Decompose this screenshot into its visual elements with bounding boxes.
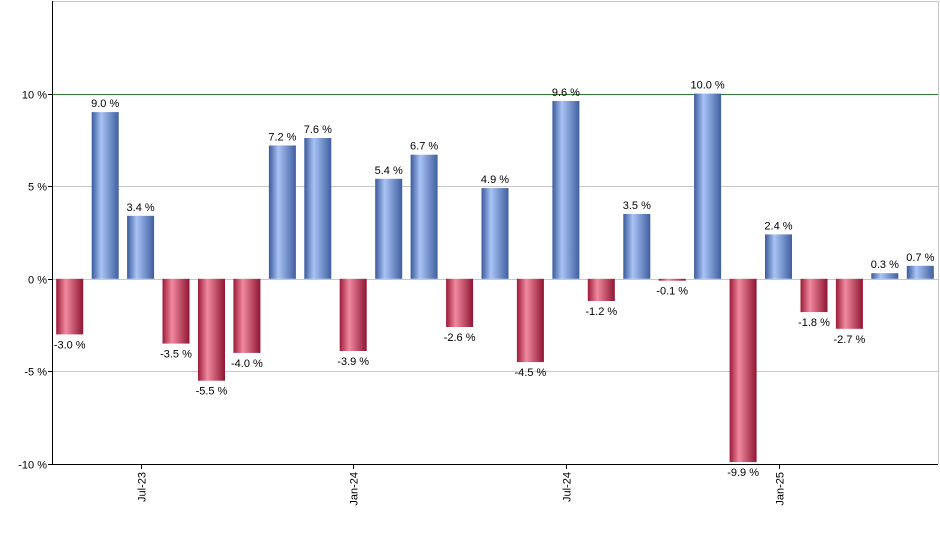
y-tick-label: 0 % [28, 275, 47, 287]
bar [198, 278, 225, 381]
data-label: -0.1 % [656, 286, 688, 298]
bar [481, 188, 509, 279]
data-label: 9.6 % [552, 87, 580, 99]
bar [446, 278, 474, 327]
bar [127, 215, 155, 279]
data-label: -4.5 % [515, 367, 547, 379]
bar [552, 101, 580, 279]
data-label: 9.0 % [91, 98, 119, 110]
x-tick-label: Jul-24 [562, 472, 574, 502]
x-tick-label: Jan-24 [349, 472, 361, 506]
bar [375, 178, 403, 279]
bars [56, 93, 934, 463]
bar [871, 273, 899, 279]
bar [587, 278, 615, 301]
data-label: -1.2 % [585, 306, 617, 318]
bar [694, 93, 722, 279]
data-label: -2.6 % [444, 332, 476, 344]
data-label: -4.0 % [231, 358, 263, 370]
x-tick-label: Jul-23 [137, 472, 149, 502]
data-label: 7.2 % [268, 132, 296, 144]
y-tick-label: 10 % [22, 90, 47, 102]
bar [339, 278, 367, 351]
axes: -10 % -5 % 0 % 5 % 10 % Jul-23 Jan-24 Jul-24 Jan… [18, 1, 938, 506]
data-label: -2.7 % [834, 334, 866, 346]
data-label: 6.7 % [410, 141, 438, 153]
bar [516, 278, 544, 363]
bar [91, 112, 119, 279]
x-tick-label: Jan-25 [775, 472, 787, 506]
data-label: -3.0 % [54, 339, 86, 351]
bar [906, 265, 934, 279]
data-label: 2.4 % [764, 220, 792, 232]
data-label: 10.0 % [690, 80, 724, 92]
data-label: 4.9 % [481, 174, 509, 186]
bar [765, 234, 792, 279]
data-label: 0.7 % [906, 252, 934, 264]
data-labels: -3.0 % 9.0 % 3.4 % -3.5 % -5.5 % -4.0 % 7.2 % 7… [54, 80, 935, 480]
data-label: 0.3 % [871, 259, 899, 271]
data-label: 5.4 % [375, 165, 403, 177]
bar [658, 278, 686, 281]
bar [410, 154, 438, 279]
bar [729, 278, 757, 463]
data-label: 3.4 % [127, 202, 155, 214]
y-tick-label: -10 % [18, 460, 47, 472]
data-label: -1.8 % [798, 317, 830, 329]
data-label: -5.5 % [196, 386, 228, 398]
bar [304, 138, 332, 279]
data-label: -9.9 % [727, 467, 759, 479]
data-label: -3.9 % [337, 356, 369, 368]
y-tick-label: -5 % [24, 367, 47, 379]
y-tick-label: 5 % [28, 182, 47, 194]
bar [162, 278, 190, 344]
bar [835, 278, 863, 329]
bar [623, 214, 651, 279]
bar [800, 278, 828, 313]
data-label: 7.6 % [304, 124, 332, 136]
bar [56, 278, 84, 335]
data-label: -3.5 % [160, 349, 192, 361]
bar [268, 145, 296, 279]
data-label: 3.5 % [623, 200, 651, 212]
bar [233, 278, 261, 353]
